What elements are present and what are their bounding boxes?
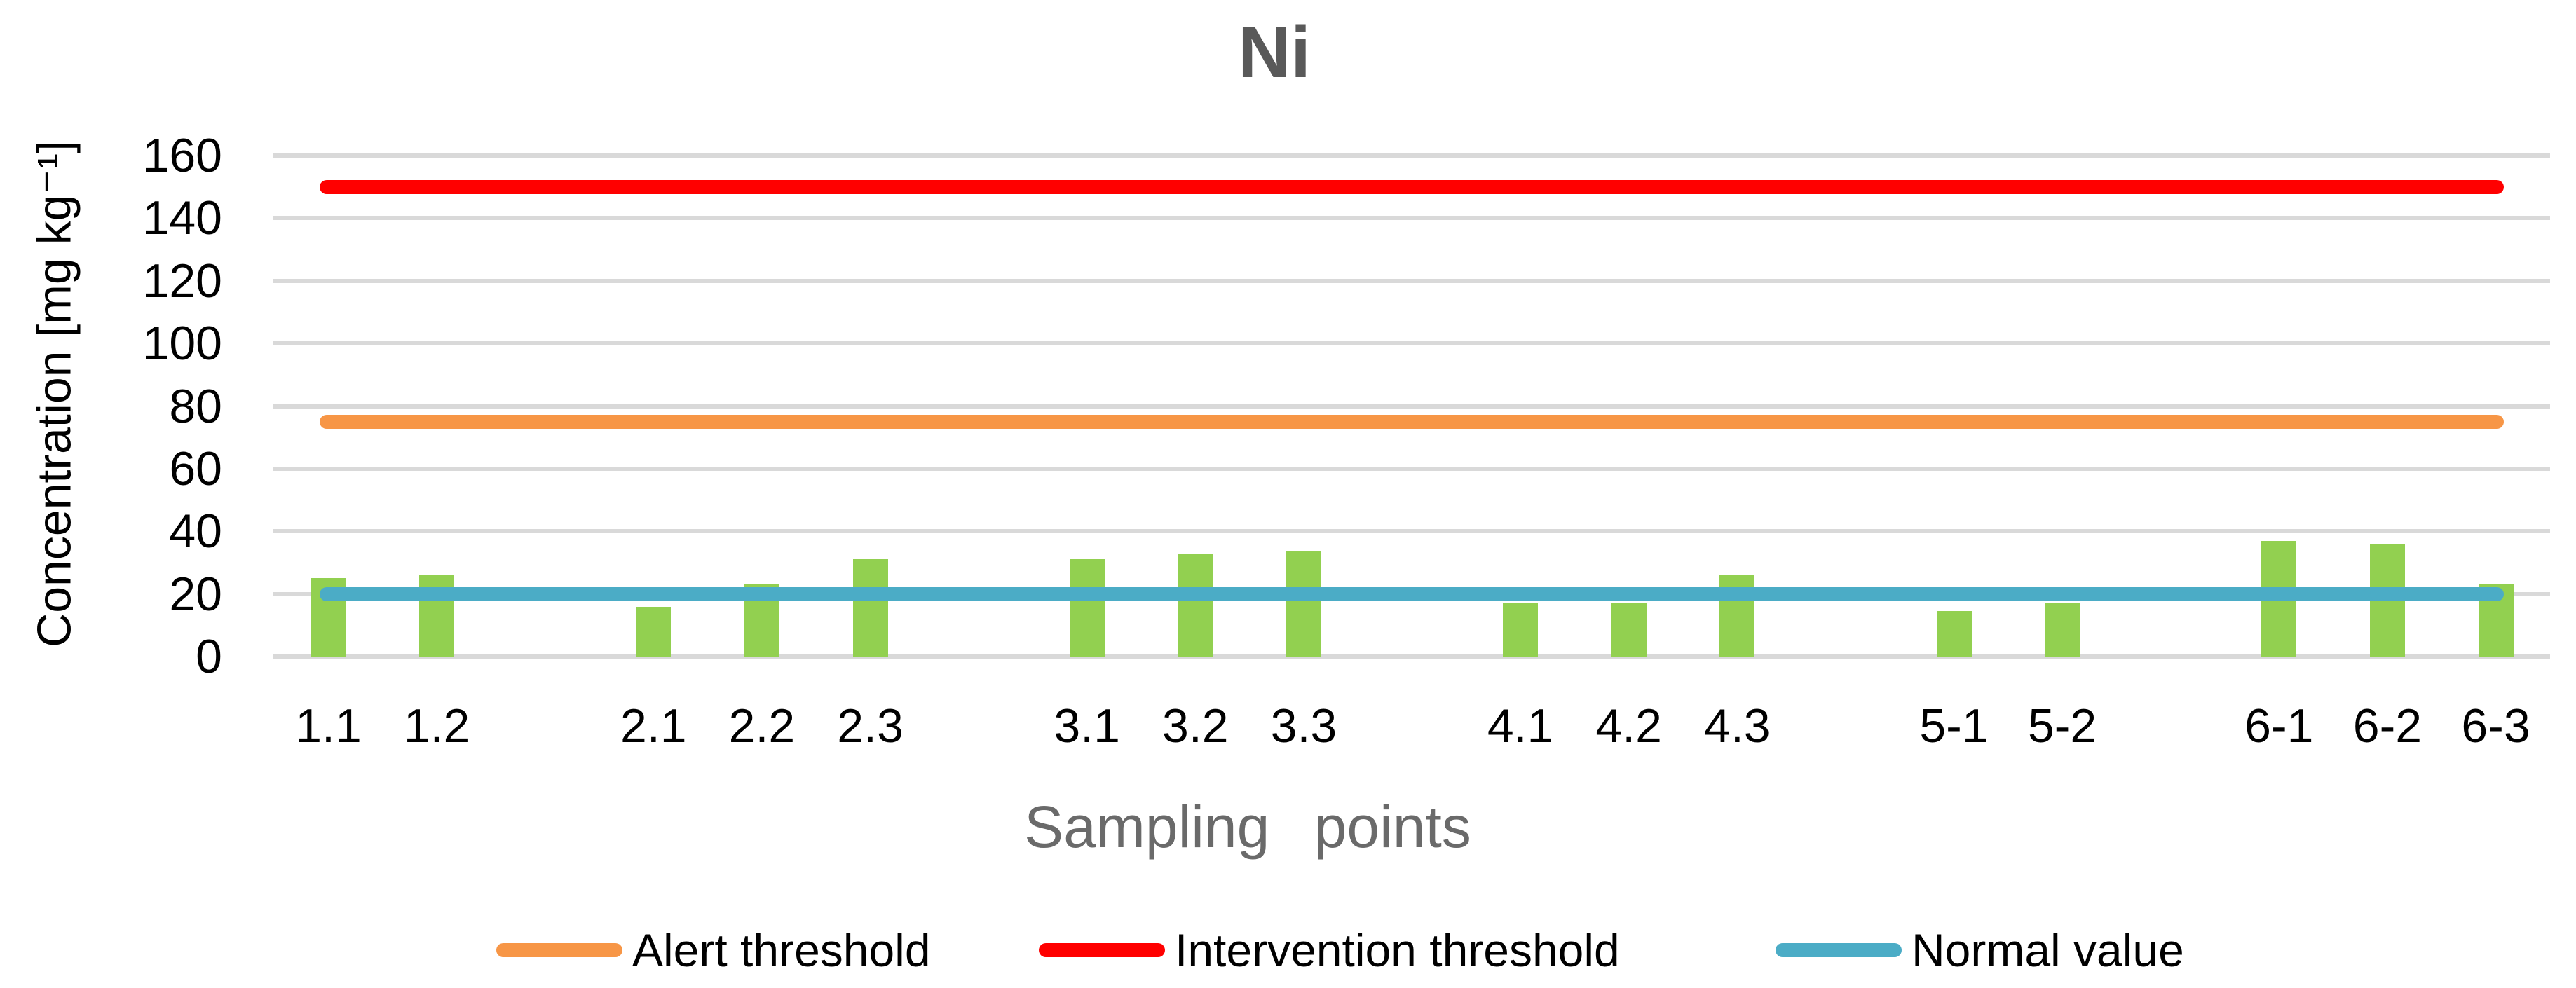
legend-label: Intervention threshold [1175,924,1620,976]
gridline-y-160 [273,153,2550,158]
x-tick-label-4.1: 4.1 [1487,699,1554,753]
bar-3.1 [1069,559,1105,657]
x-tick-label-4.3: 4.3 [1704,699,1771,753]
legend-item-intervention-threshold: Intervention threshold [1039,921,1620,980]
bar-2.3 [852,559,888,657]
alert-threshold-line [320,414,2504,429]
chart-title: Ni [1238,12,1311,93]
bar-4.1 [1503,603,1539,657]
x-tick-label-5-1: 5-1 [1919,699,1989,753]
x-tick-label-6-2: 6-2 [2352,699,2422,753]
legend-item-normal-value: Normal value [1776,921,2184,980]
bar-3.3 [1286,551,1321,657]
y-tick-label-140: 140 [142,191,222,245]
legend-swatch-icon [496,943,622,957]
bar-2.1 [636,606,672,657]
y-tick-label-60: 60 [169,441,222,495]
y-tick-label-160: 160 [142,129,222,182]
gridline-y-60 [273,466,2550,471]
x-tick-label-6-1: 6-1 [2244,699,2314,753]
gridline-y-40 [273,529,2550,534]
bar-4.2 [1611,603,1647,657]
gridline-y-0 [273,654,2550,659]
x-tick-label-3.2: 3.2 [1162,699,1229,753]
y-tick-label-0: 0 [196,630,222,683]
legend-label: Normal value [1911,924,2184,976]
x-axis-title: Sampling points [1024,794,1471,860]
gridline-y-120 [273,278,2550,283]
y-tick-label-40: 40 [169,505,222,558]
x-tick-label-1.2: 1.2 [403,699,470,753]
x-tick-label-5-2: 5-2 [2027,699,2097,753]
bar-5-2 [2045,603,2080,657]
legend-item-alert-threshold: Alert threshold [496,921,931,980]
x-tick-label-3.1: 3.1 [1054,699,1120,753]
x-tick-label-2.2: 2.2 [728,699,796,753]
x-tick-label-1.1: 1.1 [295,699,362,753]
gridline-y-80 [273,404,2550,409]
legend-label: Alert threshold [632,924,931,976]
x-tick-label-4.2: 4.2 [1595,699,1662,753]
x-tick-label-2.1: 2.1 [620,699,687,753]
bar-5-1 [1936,611,1972,657]
x-tick-label-3.3: 3.3 [1270,699,1337,753]
y-tick-label-120: 120 [142,254,222,308]
gridline-y-140 [273,216,2550,221]
y-tick-label-80: 80 [169,379,222,433]
normal-value-line [320,586,2504,601]
gridline-y-100 [273,341,2550,346]
legend-swatch-icon [1039,943,1165,957]
legend-swatch-icon [1776,943,1902,957]
x-tick-label-6-3: 6-3 [2461,699,2530,753]
y-tick-label-100: 100 [142,317,222,371]
intervention-threshold-line [320,179,2504,194]
y-tick-label-20: 20 [169,567,222,621]
x-tick-label-2.3: 2.3 [837,699,904,753]
bar-3.2 [1178,553,1213,657]
